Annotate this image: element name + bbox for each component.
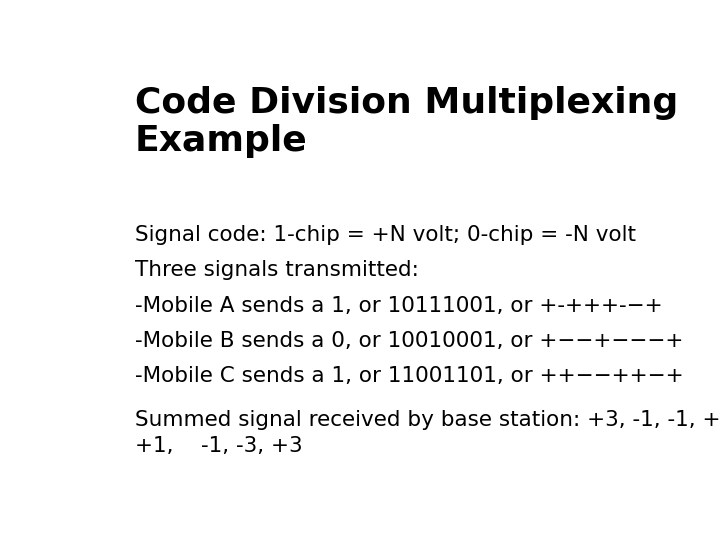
Text: Three signals transmitted:: Three signals transmitted: (135, 260, 418, 280)
Text: -Mobile A sends a 1, or 10111001, or +-+++-−+: -Mobile A sends a 1, or 10111001, or +-+… (135, 295, 662, 315)
Text: Signal code: 1-chip = +N volt; 0-chip = -N volt: Signal code: 1-chip = +N volt; 0-chip = … (135, 225, 636, 245)
Text: Code Division Multiplexing
Example: Code Division Multiplexing Example (135, 85, 678, 158)
Text: Summed signal received by base station: +3, -1, -1, +1,
+1,    -1, -3, +3: Summed signal received by base station: … (135, 410, 720, 456)
Text: -Mobile C sends a 1, or 11001101, or ++−−++−+: -Mobile C sends a 1, or 11001101, or ++−… (135, 366, 683, 386)
Text: -Mobile B sends a 0, or 10010001, or +−−+−−−+: -Mobile B sends a 0, or 10010001, or +−−… (135, 331, 683, 351)
